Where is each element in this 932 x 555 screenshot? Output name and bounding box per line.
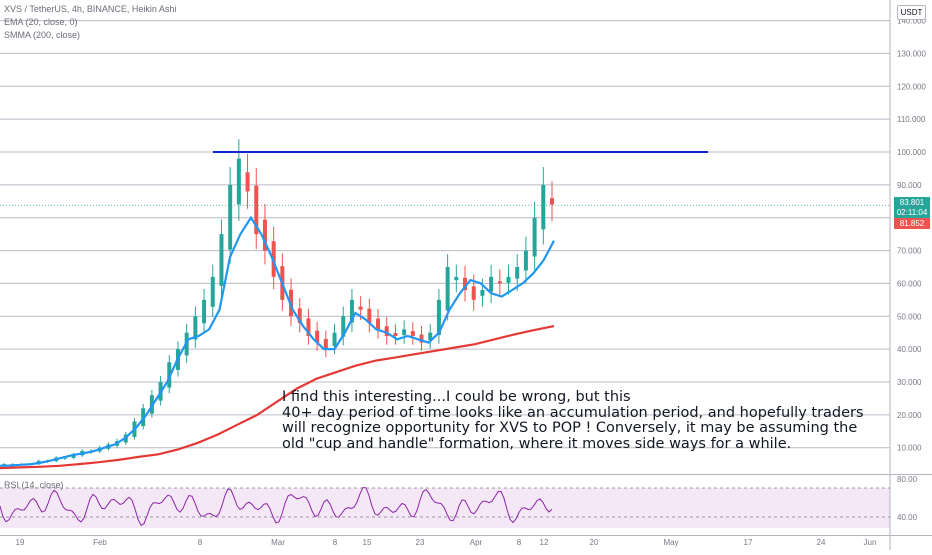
candle-body — [219, 234, 224, 286]
countdown-value: 02:11:04 — [896, 208, 928, 217]
y-tick-label: 70.000 — [897, 247, 922, 256]
candle-body — [306, 318, 311, 336]
last-price-value: 83.801 — [899, 198, 925, 207]
candle-body — [428, 332, 433, 341]
y-tick-label: 140.000 — [897, 17, 926, 26]
ema-price-tag: 81.852 — [894, 218, 930, 229]
x-tick-label: May — [663, 538, 678, 547]
y-tick-label: 10.000 — [897, 444, 922, 453]
candle-body — [402, 329, 407, 336]
candle-body — [349, 299, 354, 323]
candle-body — [532, 217, 537, 257]
x-tick-label: 8 — [198, 538, 203, 547]
rsi-level-label: 80.00 — [897, 475, 918, 484]
candle-body — [262, 219, 267, 251]
candle-body — [410, 331, 415, 336]
candle-body — [454, 276, 459, 281]
x-tick-label: Feb — [93, 538, 107, 547]
candle-body — [376, 318, 381, 330]
smma-200-line — [0, 325, 555, 470]
y-tick-label: 40.000 — [897, 345, 922, 354]
x-tick-label: 23 — [416, 538, 425, 547]
candle-body — [436, 299, 441, 335]
candle-body — [210, 276, 215, 307]
y-tick-label: 50.000 — [897, 312, 922, 321]
candle-body — [236, 158, 241, 205]
ema-price-value: 81.852 — [899, 219, 925, 228]
y-tick-label: 90.000 — [897, 181, 922, 190]
ema-20-line — [0, 215, 555, 467]
y-tick-label: 20.000 — [897, 411, 922, 420]
candle-body — [297, 308, 302, 323]
y-tick-label: 120.000 — [897, 82, 926, 91]
x-tick-label: 15 — [363, 538, 372, 547]
rsi-band — [0, 488, 890, 528]
y-tick-label: 100.000 — [897, 148, 926, 157]
y-tick-label: 110.000 — [897, 115, 926, 124]
last-price-tag: 83.801 — [894, 197, 930, 208]
x-tick-label: Jun — [864, 538, 877, 547]
rsi-legend: RSI (14, close) — [4, 480, 64, 490]
candle-body — [419, 334, 424, 343]
y-tick-label: 130.000 — [897, 49, 926, 58]
candle-body — [315, 330, 320, 343]
candle-body — [541, 184, 546, 230]
chart-annotation: I find this interesting...I could be wro… — [282, 389, 864, 452]
x-tick-label: 24 — [817, 538, 826, 547]
candle-body — [497, 281, 502, 284]
candle-body — [323, 339, 328, 350]
candle-body — [254, 185, 259, 235]
candle-body — [367, 308, 372, 323]
x-tick-label: 20 — [590, 538, 599, 547]
candle-body — [245, 172, 250, 192]
candle-body — [228, 184, 233, 250]
x-tick-label: 12 — [540, 538, 549, 547]
candle-body — [550, 198, 554, 205]
candle-body — [480, 290, 485, 296]
candle-body — [489, 276, 494, 292]
x-tick-label: Apr — [470, 538, 483, 547]
candle-body — [341, 316, 346, 337]
chart-title: XVS / TetherUS, 4h, BINANCE, Heikin Ashi — [4, 4, 177, 14]
candle-body — [515, 267, 520, 279]
rsi-level-label: 40.00 — [897, 513, 918, 522]
y-tick-label: 30.000 — [897, 378, 922, 387]
x-tick-label: Mar — [271, 538, 285, 547]
candle-body — [445, 267, 450, 311]
candle-body — [202, 299, 207, 324]
smma-legend: SMMA (200, close) — [4, 30, 81, 40]
candle-body — [471, 286, 476, 300]
chart-legend: XVS / TetherUS, 4h, BINANCE, Heikin Ashi… — [4, 3, 176, 42]
candle-body — [71, 454, 76, 458]
candle-body — [358, 306, 363, 310]
ema-legend: EMA (20, close, 0) — [4, 17, 78, 27]
candle-body — [193, 316, 198, 340]
countdown-tag: 02:11:04 — [894, 207, 930, 218]
x-tick-label: 19 — [16, 538, 25, 547]
candle-body — [384, 326, 389, 336]
x-tick-label: 17 — [744, 538, 753, 547]
x-tick-label: 8 — [333, 538, 338, 547]
candle-body — [332, 332, 337, 347]
rsi-line — [0, 486, 553, 526]
candle-body — [463, 277, 468, 290]
candle-body — [506, 276, 511, 283]
y-tick-label: 60.000 — [897, 279, 922, 288]
currency-badge[interactable]: USDT — [897, 5, 926, 20]
x-tick-label: 8 — [517, 538, 522, 547]
candle-body — [523, 250, 528, 271]
candle-body — [393, 333, 398, 336]
